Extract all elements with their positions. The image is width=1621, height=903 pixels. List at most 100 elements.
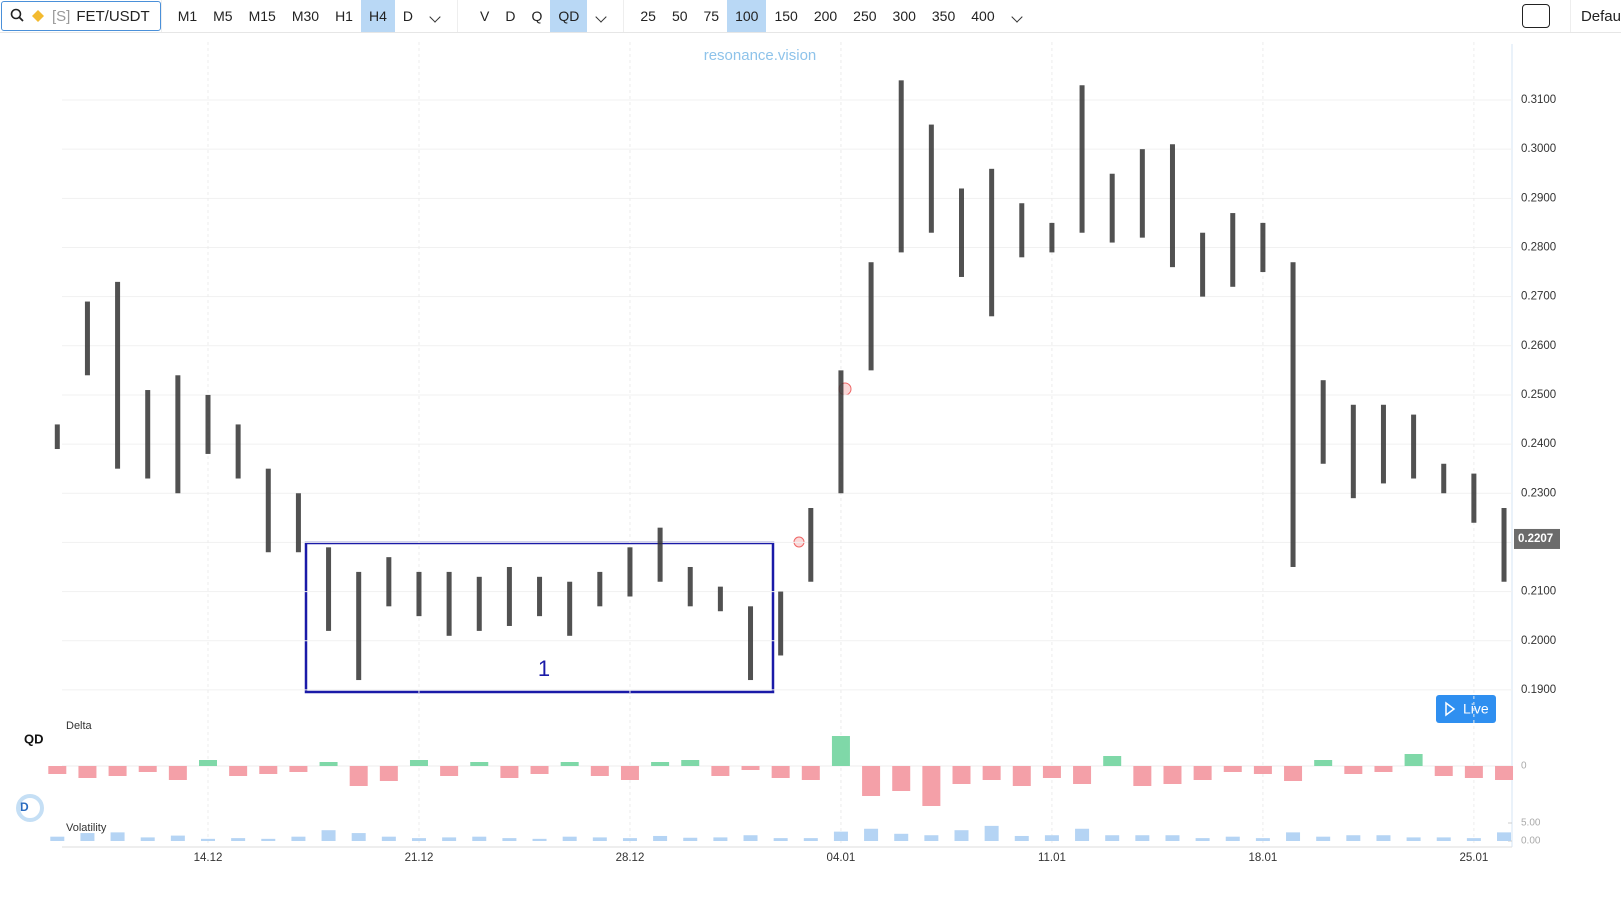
toolbar-button[interactable]: Q (531, 8, 543, 24)
price-bar (928, 124, 934, 233)
delta-bar (1404, 754, 1423, 766)
toolbar-button[interactable]: 200 (813, 8, 838, 24)
live-label: Live (1463, 701, 1489, 717)
delta-bar (620, 766, 639, 780)
volatility-bar (924, 835, 939, 841)
price-bar (145, 390, 151, 479)
delta-bar (530, 766, 549, 774)
toolbar-button[interactable]: H4 (360, 0, 395, 32)
delta-bar (1464, 766, 1483, 778)
price-bar (326, 547, 332, 631)
toolbar-button[interactable]: D (505, 8, 516, 24)
delta-bar (952, 766, 971, 784)
delta-bar (78, 766, 97, 778)
volatility-bar (562, 836, 577, 841)
volatility-bar (170, 835, 185, 841)
price-bar (1049, 222, 1055, 253)
price-bar (1290, 262, 1296, 567)
dropdown-caret[interactable] (429, 11, 441, 23)
symbol-selector[interactable]: [S] FET/USDT (1, 1, 161, 31)
fullscreen-button[interactable] (1521, 4, 1550, 28)
toolbar-button[interactable]: 25 (640, 8, 656, 24)
price-bar (265, 468, 271, 553)
toolbar-button[interactable]: 100 (727, 0, 767, 32)
volatility-bar (1044, 835, 1059, 841)
delta-bar (741, 766, 760, 770)
price-bar (205, 394, 211, 454)
toolbar-button[interactable]: M1 (177, 8, 198, 24)
volatility-bar (381, 836, 396, 841)
x-tick-label: 18.01 (1249, 852, 1278, 864)
toolbar-button[interactable]: 400 (971, 8, 995, 24)
delta-bar (259, 766, 278, 774)
delta-bar (1133, 766, 1152, 786)
toolbar-button[interactable]: 150 (774, 8, 798, 24)
volatility-bar (984, 825, 999, 841)
toolbar-button[interactable]: D (402, 8, 413, 24)
toolbar-button[interactable]: 250 (853, 8, 877, 24)
layout-label: Defau (1580, 7, 1621, 25)
volatility-label: Volatility (66, 822, 107, 834)
price-bar (54, 424, 60, 450)
y-tick-label: 0.3100 (1521, 94, 1556, 106)
volatility-bar (1436, 837, 1451, 841)
toolbar-button[interactable]: 300 (892, 8, 916, 24)
delta-bar (982, 766, 1001, 780)
y-tick-label: 0.2300 (1521, 487, 1556, 499)
layout-button[interactable]: Defau (1569, 0, 1621, 32)
delta-bar (349, 766, 368, 786)
x-tick-label: 04.01 (827, 852, 856, 864)
volatility-bar (773, 838, 788, 841)
delta-bar (1103, 756, 1122, 766)
toolbar-button[interactable]: 75 (703, 8, 720, 24)
counts: 25 50 75 100 150 200 250 300 350 400 (623, 0, 1038, 32)
price-bar (687, 566, 693, 607)
price-bar (295, 493, 301, 553)
volatility-bar (653, 835, 668, 841)
delta-bar (108, 766, 127, 776)
toolbar-button[interactable]: 350 (931, 8, 956, 24)
delta-bar (1253, 766, 1272, 774)
price-bar (1501, 508, 1507, 582)
delta-bar (892, 766, 911, 791)
chart: resonance.vision 1 QD D Delta Volatility… (16, 42, 1560, 864)
price-bar (235, 424, 241, 479)
volatility-bar (1225, 836, 1240, 841)
toolbar-button[interactable]: M30 (291, 8, 320, 24)
toolbar-button[interactable]: QD (550, 0, 588, 32)
volatility-bar (1406, 837, 1421, 841)
delta-bar (1042, 766, 1061, 778)
price-bar (627, 547, 633, 597)
toolbar-button[interactable]: V (480, 8, 490, 24)
price-bar (356, 571, 362, 681)
delta-bar (711, 766, 730, 776)
delta-bar (1374, 766, 1393, 772)
price-bar (717, 586, 723, 612)
delta-bar (289, 766, 308, 772)
live-button[interactable]: Live (1436, 695, 1496, 723)
delta-bar (1223, 766, 1242, 772)
toolbar-button[interactable]: H1 (335, 8, 353, 24)
toolbar-button[interactable]: M5 (213, 8, 233, 24)
volatility-bar (683, 837, 698, 841)
volatility-bar (1466, 838, 1481, 841)
price-bar (898, 80, 904, 253)
price-bar (386, 557, 392, 607)
current-price-box (1514, 528, 1560, 549)
delta-bar (1163, 766, 1182, 784)
delta-bar (409, 760, 428, 766)
toolbar-button[interactable]: 50 (671, 8, 688, 24)
price-bar (537, 576, 543, 617)
delta-bar (1012, 766, 1031, 786)
dropdown-caret[interactable] (595, 11, 608, 23)
volatility-bar (532, 838, 547, 841)
toolbar-button[interactable]: M15 (248, 8, 276, 24)
y-tick-label: 0.2600 (1521, 340, 1556, 352)
price-bar (989, 168, 995, 317)
dropdown-caret[interactable] (1010, 11, 1023, 23)
symbol: FET/USDT (76, 7, 150, 25)
price-bar (1441, 463, 1447, 494)
volatility-bar (1376, 835, 1391, 841)
price-bar (1200, 232, 1206, 297)
